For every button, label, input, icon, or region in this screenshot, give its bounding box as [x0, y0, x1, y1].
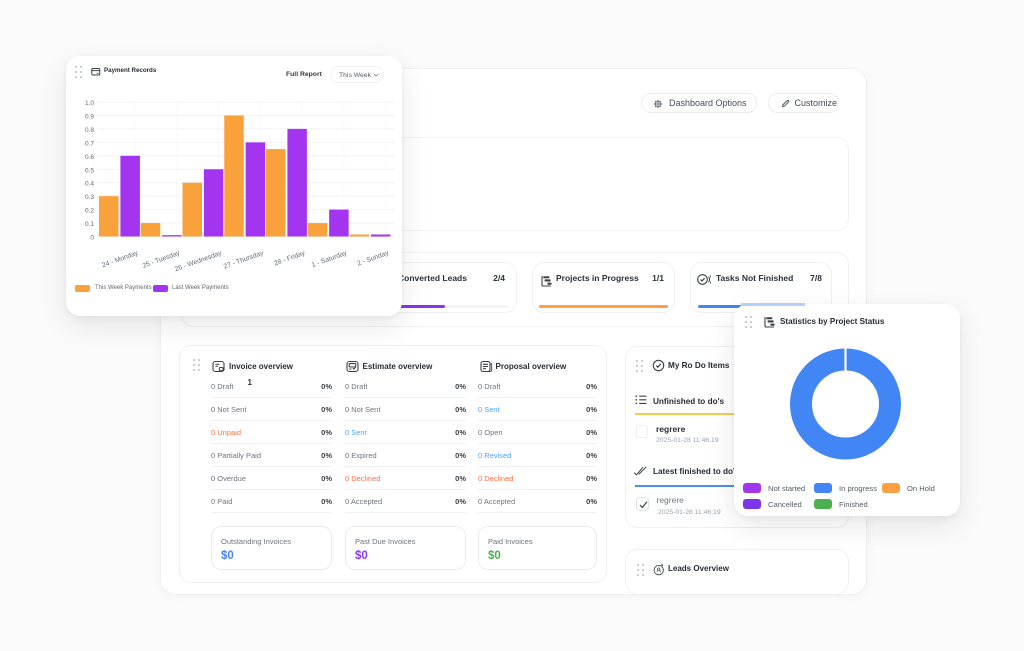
svg-text:1.0: 1.0 [85, 100, 94, 107]
svg-text:0.7: 0.7 [85, 140, 94, 147]
svg-text:0.2: 0.2 [85, 208, 94, 215]
svg-text:2 - Sunday: 2 - Sunday [356, 250, 390, 268]
svg-text:0.6: 0.6 [85, 154, 94, 161]
svg-text:0.3: 0.3 [85, 194, 94, 201]
svg-text:24 - Monday: 24 - Monday [101, 250, 139, 270]
svg-text:0.9: 0.9 [85, 113, 94, 120]
svg-text:0.8: 0.8 [85, 127, 94, 134]
svg-text:28 - Friday: 28 - Friday [273, 250, 306, 268]
svg-text:0.1: 0.1 [85, 221, 94, 228]
svg-text:0.5: 0.5 [85, 167, 94, 174]
svg-text:0.4: 0.4 [85, 181, 94, 188]
svg-text:0: 0 [90, 235, 94, 242]
svg-text:1 - Saturday: 1 - Saturday [311, 250, 349, 269]
svg-text:27 - Thursday: 27 - Thursday [223, 250, 265, 271]
svg-text:26 - Wednesday: 26 - Wednesday [174, 250, 223, 274]
